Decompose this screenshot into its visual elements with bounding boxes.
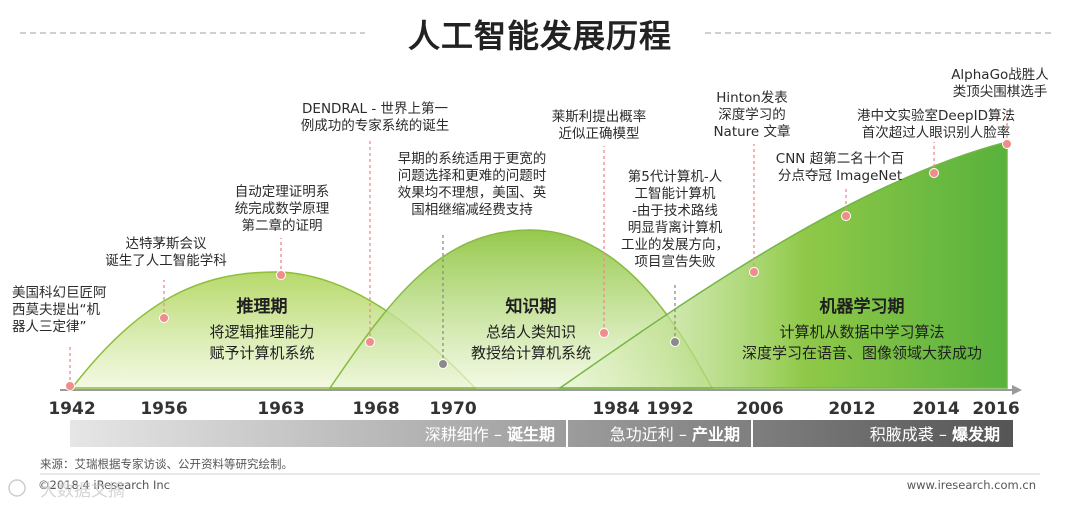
event-text-line: 第5代计算机-人: [628, 168, 723, 185]
event-text-line: 西莫夫提出“机: [12, 302, 100, 318]
phase-label: 急功近利 – 产业期: [610, 425, 740, 444]
event-marker: [159, 313, 169, 323]
event-marker: [1002, 139, 1012, 149]
copyright: ©2018.4 iResearch Inc: [38, 478, 170, 492]
event-leader-lines: [69, 108, 1008, 386]
x-tick-label: 1984: [592, 399, 639, 419]
event-annotation: 早期的系统适用于更宽的问题选择和更难的问题时效果均不理想，美国、英国相继缩减经费…: [398, 150, 547, 218]
x-tick-labels: 1942 1956 1963 1968 1970 1984 1992 2006 2012 2014…: [48, 399, 1019, 419]
chart-title: 人工智能发展历程: [408, 17, 672, 55]
era-name: 知识期: [505, 296, 557, 317]
event-marker: [670, 337, 680, 347]
event-text-line: 自动定理证明系: [235, 184, 330, 200]
event-text-line: 例成功的专家系统的诞生: [301, 117, 450, 134]
event-text-line: 莱斯利提出概率: [552, 108, 647, 125]
event-text-line: 器人三定律”: [12, 319, 87, 335]
event-markers: [65, 139, 1012, 391]
event-marker: [929, 168, 939, 178]
x-tick-label: 1963: [257, 399, 304, 419]
event-text-line: Nature 文章: [713, 123, 790, 140]
x-tick-label: 2016: [972, 399, 1019, 419]
event-text-line: 美国科幻巨匠阿: [12, 285, 107, 301]
event-text-line: 深度学习的: [718, 107, 786, 123]
era-description-line: 深度学习在语音、图像领域大获成功: [742, 344, 982, 362]
svg-text:大数据文摘: 大数据文摘: [40, 481, 125, 501]
event-text-line: 诞生了人工智能学科: [105, 253, 227, 269]
event-marker: [276, 270, 286, 280]
event-text-line: CNN 超第二名十个百: [776, 150, 904, 167]
phase-label: 积腋成裘 – 爆发期: [870, 425, 1000, 444]
event-text-line: 问题选择和更难的问题时: [398, 168, 547, 184]
era-description-line: 总结人类知识: [486, 323, 576, 341]
event-text-line: Hinton发表: [716, 90, 788, 106]
event-text-line: 第二章的证明: [242, 217, 323, 234]
x-tick-label: 1992: [646, 399, 693, 419]
event-marker: [599, 328, 609, 338]
event-text-line: AlphaGo战胜人: [951, 67, 1049, 83]
event-marker: [365, 337, 375, 347]
x-tick-label: 2014: [912, 399, 959, 419]
event-text-line: 效果均不理想，美国、英: [398, 184, 547, 201]
phase-labels: 深耕细作 – 诞生期 急功近利 – 产业期 积腋成裘 – 爆发期: [425, 425, 1000, 444]
event-text-line: 类顶尖围棋选手: [953, 84, 1048, 100]
source-url: www.iresearch.com.cn: [907, 478, 1036, 492]
x-tick-label: 1942: [48, 399, 95, 419]
era-description-line: 将逻辑推理能力: [209, 323, 314, 341]
event-text-line: 首次超过人眼识别人脸率: [862, 124, 1011, 141]
phase-label-prefix: 深耕细作 –: [425, 425, 507, 444]
phase-label-name: 爆发期: [952, 425, 1000, 444]
era-description-line: 教授给计算机系统: [471, 344, 591, 362]
source-note: 来源：艾瑞根据专家访谈、公开资料等研究绘制。: [40, 457, 293, 471]
x-axis-arrow: [1012, 385, 1022, 395]
era-name: 推理期: [237, 296, 288, 317]
phase-label-name: 诞生期: [507, 425, 555, 444]
event-text-line: -由于技术路线: [632, 203, 718, 219]
event-text-line: 明显背离计算机: [628, 219, 723, 236]
event-text-line: 早期的系统适用于更宽的: [398, 150, 547, 167]
event-marker: [65, 381, 75, 391]
event-text-line: 国相继缩减经费支持: [411, 202, 533, 218]
phase-label: 深耕细作 – 诞生期: [425, 425, 555, 444]
x-tick-label: 1968: [352, 399, 399, 419]
event-marker: [841, 211, 851, 221]
x-tick-label: 2012: [828, 399, 875, 419]
event-marker: [749, 267, 759, 277]
era-curve-machine-learning: [557, 141, 1008, 389]
event-annotation: 第5代计算机-人工智能计算机-由于技术路线明显背离计算机工业的发展方向，项目宣告…: [621, 168, 729, 270]
era-name: 机器学习期: [820, 296, 905, 317]
era-description-line: 赋予计算机系统: [209, 344, 314, 362]
x-tick-label: 2006: [736, 399, 783, 419]
event-text-line: 近似正确模型: [559, 126, 640, 142]
phase-label-name: 产业期: [692, 425, 740, 444]
watermark-logo: 大数据文摘: [8, 479, 125, 501]
event-text-line: 统完成数学原理: [235, 201, 330, 217]
phase-label-prefix: 急功近利 –: [610, 425, 692, 444]
event-text-line: 港中文实验室DeepID算法: [857, 107, 1015, 124]
event-annotations: 美国科幻巨匠阿西莫夫提出“机器人三定律”达特茅斯会议诞生了人工智能学科自动定理证…: [12, 67, 1049, 335]
event-text-line: DENDRAL - 世界上第一: [302, 100, 448, 117]
event-text-line: 项目宣告失败: [635, 254, 716, 270]
phase-label-prefix: 积腋成裘 –: [870, 425, 952, 444]
phase-band: [70, 420, 1013, 447]
event-text-line: 工智能计算机: [635, 186, 716, 202]
event-text-line: 达特茅斯会议: [126, 236, 207, 252]
x-tick-label: 1970: [429, 399, 476, 419]
x-tick-label: 1956: [140, 399, 187, 419]
event-text-line: 工业的发展方向，: [621, 237, 729, 253]
event-text-line: 分点夺冠 ImageNet: [778, 168, 902, 184]
event-marker: [438, 359, 448, 369]
era-description-line: 计算机从数据中学习算法: [779, 323, 944, 341]
